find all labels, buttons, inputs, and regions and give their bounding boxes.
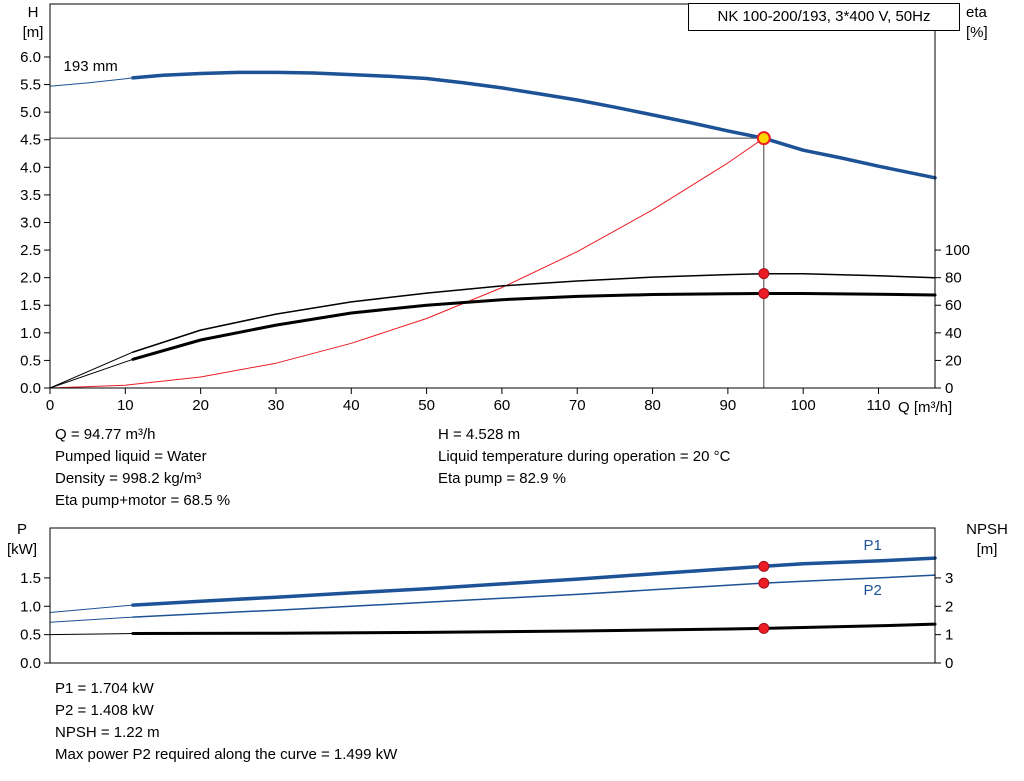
p2-curve <box>132 574 936 618</box>
p-axis-title-line2: [kW] <box>7 541 37 558</box>
info-line: NPSH = 1.22 m <box>55 724 160 741</box>
left-tick-label: 1.5 <box>20 297 41 314</box>
info-line: H = 4.528 m <box>438 426 521 443</box>
right-tick-label: 0 <box>945 380 953 397</box>
plot-frame <box>49 3 936 389</box>
info-line: P1 = 1.704 kW <box>55 680 154 697</box>
pump-title-box: NK 100-200/193, 3*400 V, 50Hz <box>688 3 960 31</box>
x-tick-label: 20 <box>192 397 209 414</box>
power-npsh-chart-canvas: 0.0 0.5 1.0 1.5 0 1 2 3 P1 P2 <box>20 527 953 672</box>
left-tick-label: 1.0 <box>20 325 41 342</box>
left-tick-label: 1.5 <box>20 570 41 587</box>
left-tick-label: 3.0 <box>20 214 41 231</box>
x-tick-label: 30 <box>268 397 285 414</box>
right-tick-label: 1 <box>945 627 953 644</box>
left-tick-label: 0.0 <box>20 380 41 397</box>
x-tick-label: 50 <box>418 397 435 414</box>
power-info-block: P1 = 1.704 kW P2 = 1.408 kW NPSH = 1.22 … <box>55 678 397 766</box>
left-tick-label: 4.5 <box>20 132 41 149</box>
plot-frame <box>49 527 936 664</box>
right-tick-label: 60 <box>945 297 962 314</box>
npsh-axis-title-line1: NPSH <box>966 521 1008 538</box>
system-curve <box>49 137 765 389</box>
npsh-axis-title: NPSH [m] <box>958 520 1016 560</box>
x-tick-label: 40 <box>343 397 360 414</box>
eta-axis-title-line2: [%] <box>966 24 988 41</box>
info-line: Eta pump+motor = 68.5 % <box>55 492 231 509</box>
q-axis-title: Q [m³/h] <box>898 399 953 416</box>
p2-lead <box>49 616 134 623</box>
left-tick-label: 2.0 <box>20 270 41 287</box>
h-axis-title-line1: H <box>27 4 39 21</box>
x-tick-label: 90 <box>720 397 737 414</box>
duty-info-column-2: H = 4.528 m Liquid temperature during op… <box>438 424 730 490</box>
eta-pump-lead <box>49 351 134 389</box>
npsh-duty-dot <box>758 622 770 634</box>
p2-duty-dot <box>758 577 770 589</box>
left-tick-label: 2.5 <box>20 242 41 259</box>
npsh-curve <box>131 622 937 635</box>
right-tick-label: 20 <box>945 352 962 369</box>
eta-pump-motor-duty-dot <box>758 288 770 300</box>
left-tick-label: 0.5 <box>20 352 41 369</box>
left-tick-label: 5.0 <box>20 104 41 121</box>
right-tick-label: 80 <box>945 270 962 287</box>
x-tick-label: 0 <box>46 397 54 414</box>
h-axis-title-line2: [m] <box>22 24 44 41</box>
right-tick-label: 40 <box>945 325 962 342</box>
x-tick-label: 70 <box>569 397 586 414</box>
info-line: Liquid temperature during operation = 20… <box>438 448 731 465</box>
info-line: Max power P2 required along the curve = … <box>55 746 398 763</box>
eta-axis-title-line1: eta <box>966 4 987 21</box>
p-axis-title: P [kW] <box>0 520 44 560</box>
left-tick-label: 4.0 <box>20 159 41 176</box>
p1-duty-dot <box>758 560 770 572</box>
duty-info-column-1: Q = 94.77 m³/h Pumped liquid = Water Den… <box>55 424 230 512</box>
eta-pump-motor-lead <box>49 358 134 389</box>
p1-curve <box>131 556 937 607</box>
right-tick-label: 0 <box>945 655 953 672</box>
qh-eta-chart-canvas: 0 10 20 30 40 50 60 70 80 90 100 110 0.0 0.5 1.0 1.5 2.0… <box>20 3 970 414</box>
info-line: P2 = 1.408 kW <box>55 702 154 719</box>
left-tick-label: 6.0 <box>20 49 41 66</box>
x-tick-label: 110 <box>867 397 891 414</box>
left-tick-label: 0.0 <box>20 655 41 672</box>
left-tick-label: 0.5 <box>20 627 41 644</box>
h-curve <box>131 70 937 180</box>
curve-label: P2 <box>863 582 881 599</box>
h-axis-title: H [m] <box>12 3 54 43</box>
p1-lead <box>49 604 134 613</box>
npsh-axis-title-line2: [m] <box>976 541 998 558</box>
p-axis-title-line1: P <box>16 521 27 538</box>
x-tick-label: 80 <box>644 397 661 414</box>
curve-label: P1 <box>863 537 881 554</box>
left-tick-label: 5.5 <box>20 77 41 94</box>
info-line: Density = 998.2 kg/m³ <box>55 470 202 487</box>
npsh-lead <box>49 633 134 636</box>
info-line: Eta pump = 82.9 % <box>438 470 566 487</box>
eta-pump-motor-curve <box>131 292 937 361</box>
right-tick-label: 2 <box>945 598 953 615</box>
curve-label: 193 mm <box>64 58 118 75</box>
eta-pump-duty-dot <box>758 268 770 280</box>
right-tick-label: 3 <box>945 570 953 587</box>
x-tick-label: 100 <box>791 397 816 414</box>
x-tick-label: 10 <box>117 397 134 414</box>
h-curve-lead <box>49 77 134 87</box>
right-tick-label: 100 <box>945 242 970 259</box>
x-tick-label: 60 <box>494 397 511 414</box>
left-tick-label: 1.0 <box>20 598 41 615</box>
duty-point-dot <box>756 131 771 146</box>
info-line: Pumped liquid = Water <box>55 448 207 465</box>
eta-axis-title: eta [%] <box>966 3 1010 43</box>
eta-pump-curve <box>132 272 936 353</box>
info-line: Q = 94.77 m³/h <box>55 426 156 443</box>
left-tick-label: 3.5 <box>20 187 41 204</box>
